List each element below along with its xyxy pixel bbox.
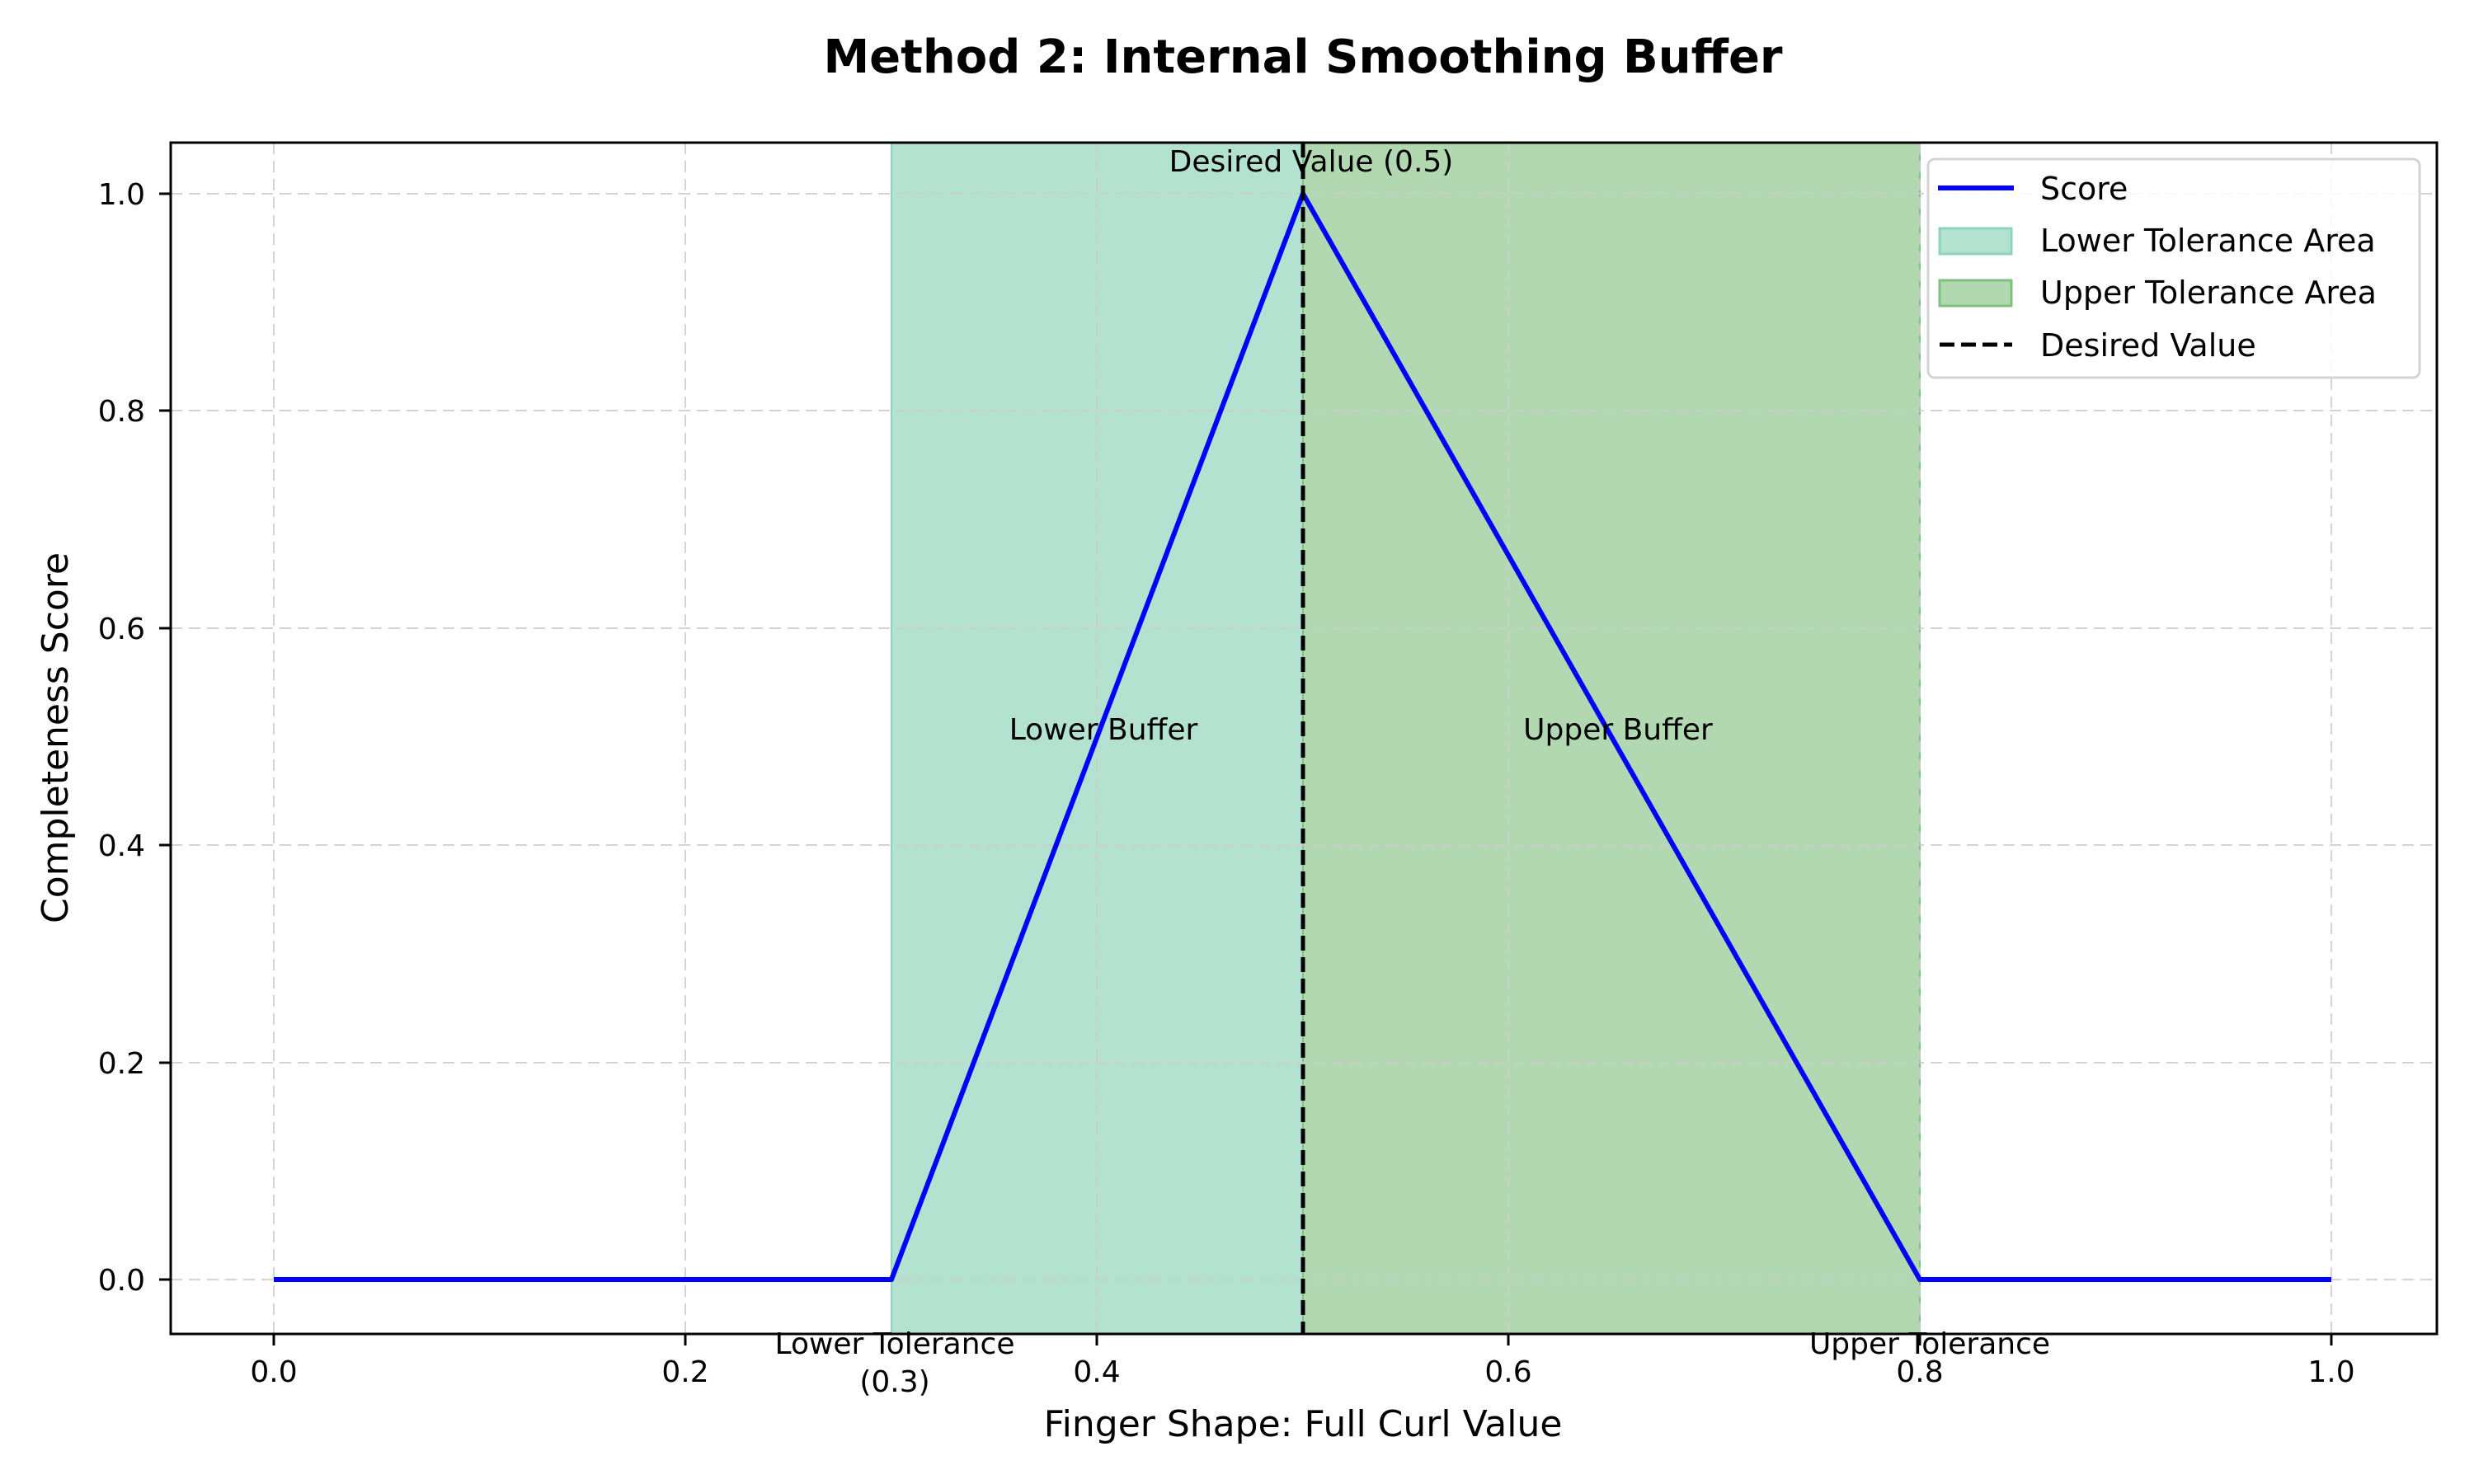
legend-label-score: Score xyxy=(2040,171,2128,207)
legend: Score Lower Tolerance Area Upper Toleran… xyxy=(1926,157,2421,379)
x-tick-label: 0.4 xyxy=(1073,1355,1120,1389)
legend-label-upper-tolerance: Upper Tolerance Area xyxy=(2040,275,2377,311)
desired-value-annotation: Desired Value (0.5) xyxy=(1169,145,1454,179)
y-tick-label: 0.2 xyxy=(98,1047,145,1081)
lower-buffer-annotation: Lower Buffer xyxy=(1009,713,1198,747)
legend-label-lower-tolerance: Lower Tolerance Area xyxy=(2040,223,2376,259)
legend-box xyxy=(1926,157,2421,379)
y-tick-labels: 0.0 0.2 0.4 0.6 0.8 1.0 xyxy=(98,178,145,1298)
upper-tolerance-annotation: Upper Tolerance xyxy=(1809,1327,2050,1361)
y-tick-label: 0.0 xyxy=(98,1264,145,1298)
x-tick-label: 0.6 xyxy=(1484,1355,1531,1389)
x-tick-labels: 0.0 0.2 0.4 0.6 0.8 1.0 xyxy=(250,1355,2354,1389)
lower-tolerance-value: (0.3) xyxy=(859,1365,929,1399)
x-tick-label: 0.0 xyxy=(250,1355,297,1389)
upper-buffer-annotation: Upper Buffer xyxy=(1523,713,1713,747)
upper-tolerance-legend-icon xyxy=(1938,279,2013,308)
legend-label-desired-value: Desired Value xyxy=(2040,327,2256,364)
x-tick-label: 0.8 xyxy=(1896,1355,1943,1389)
x-tick-label: 1.0 xyxy=(2307,1355,2354,1389)
chart-title: Method 2: Internal Smoothing Buffer xyxy=(823,31,1782,84)
x-axis-label: Finger Shape: Full Curl Value xyxy=(1044,1403,1563,1445)
tick-marks xyxy=(159,192,2333,1345)
axes-frame xyxy=(169,141,2439,1336)
lower-tolerance-legend-icon xyxy=(1938,227,2013,256)
y-tick-label: 0.4 xyxy=(98,829,145,863)
y-tick-label: 0.8 xyxy=(98,395,145,429)
lower-tolerance-annotation: Lower Tolerance xyxy=(775,1327,1015,1361)
x-tick-label: 0.2 xyxy=(661,1355,708,1389)
y-tick-label: 1.0 xyxy=(98,178,145,212)
y-tick-label: 0.6 xyxy=(98,613,145,646)
y-axis-label: Completeness Score xyxy=(35,552,77,923)
